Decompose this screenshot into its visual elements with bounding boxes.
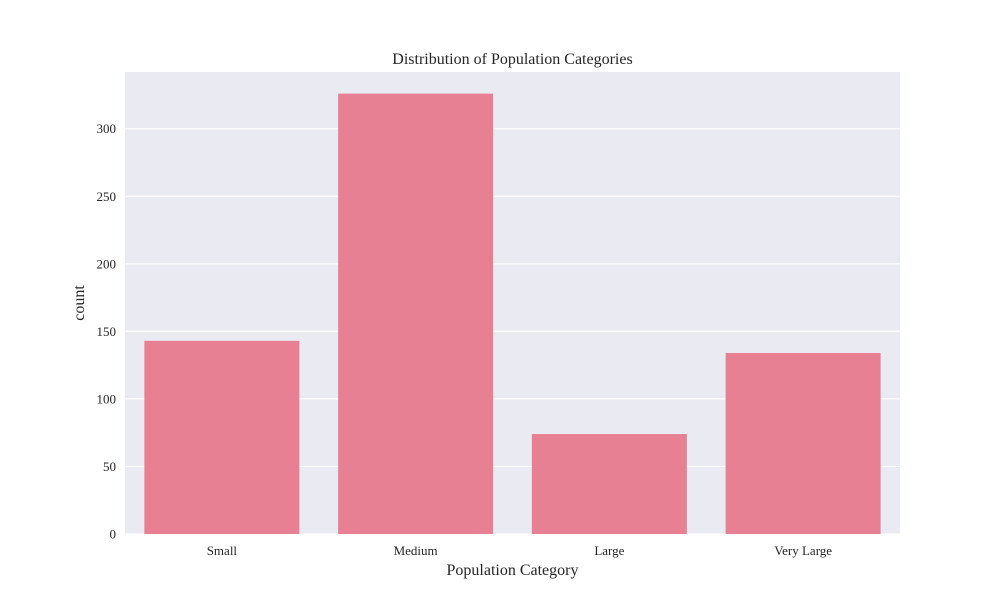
y-tick-label: 300 [97,121,117,136]
bars [144,93,881,534]
x-axis-label: Population Category [447,562,579,579]
bar-large [531,434,687,534]
bar-very-large [725,352,881,534]
x-tick-label: Very Large [774,543,832,558]
y-axis-label: count [71,285,88,321]
y-tick-label: 150 [97,324,117,339]
y-tick-label: 50 [103,459,116,474]
chart-title: Distribution of Population Categories [392,51,632,68]
y-axis-ticks: 0 50 100 150 200 250 300 [97,121,117,541]
bar-medium [338,93,494,534]
y-tick-label: 0 [110,527,117,542]
x-tick-label: Large [594,543,624,558]
x-tick-label: Small [207,543,238,558]
y-tick-label: 100 [97,391,117,406]
x-tick-label: Medium [394,543,438,558]
y-tick-label: 250 [97,189,117,204]
x-axis-ticks: Small Medium Large Very Large [207,543,833,558]
y-tick-label: 200 [97,256,117,271]
bar-small [144,340,300,534]
